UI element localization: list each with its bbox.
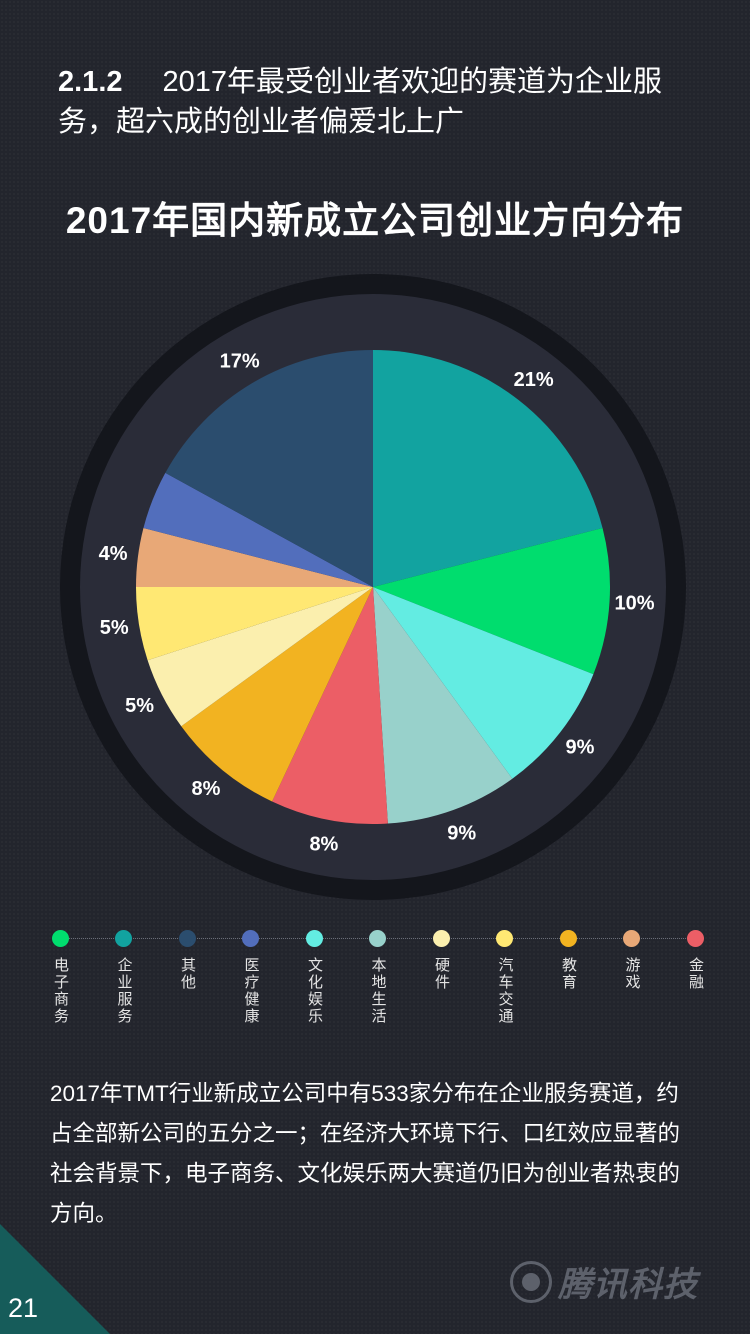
legend-dot: [369, 930, 386, 947]
pie-slice-label: 8%: [192, 778, 221, 800]
legend-item: 文化娱乐: [294, 926, 334, 1025]
legend-label: 本地生活: [369, 957, 387, 1025]
body-paragraph: 2017年TMT行业新成立公司中有533家分布在企业服务赛道，约占全部新公司的五…: [50, 1081, 681, 1226]
legend-dot: [496, 930, 513, 947]
pie-slice: [373, 350, 603, 587]
pie-slice: [143, 472, 373, 587]
pie-slice: [272, 587, 388, 824]
section-number: 2.1.2: [58, 66, 123, 98]
legend-dot: [115, 930, 132, 947]
brand-watermark: 腾讯科技: [510, 1257, 698, 1306]
pie-slice-label: 17%: [220, 351, 260, 373]
legend-label: 其他: [179, 957, 196, 991]
pie-slice: [136, 587, 373, 661]
brand-name: 腾讯科技: [558, 1266, 698, 1304]
legend-dot: [686, 930, 704, 947]
pie-slice: [165, 350, 373, 587]
page-corner-triangle: [0, 1224, 110, 1334]
pie-slice: [181, 587, 373, 802]
pie-slice-label: 5%: [100, 617, 129, 639]
legend-item: 游戏: [612, 926, 652, 991]
legend-dot: [242, 930, 259, 947]
pie-labels: 21% 10% 9% 9% 8% 8% 5% 5% 4% 17%: [99, 351, 655, 856]
legend-item: 企业服务: [104, 926, 144, 1025]
pie-slice: [373, 528, 610, 675]
legend-label: 电子商务: [52, 957, 69, 1025]
legend-dot: [559, 930, 577, 947]
pie-slice-label: 9%: [566, 737, 595, 759]
legend-item: 其他: [167, 926, 207, 991]
section-headline: 2017年最受创业者欢迎的赛道为企业服务，超六成的创业者偏爱北上广: [58, 66, 663, 138]
legend-item: 汽车交通: [485, 926, 525, 1025]
legend-item: 电子商务: [40, 926, 80, 1025]
pie-slice-label: 8%: [309, 833, 338, 855]
page-number: 21: [8, 1293, 39, 1323]
legend-label: 文化娱乐: [306, 957, 323, 1025]
legend-label: 教育: [560, 957, 577, 991]
pie-slice: [147, 587, 373, 727]
legend-item: 医疗健康: [231, 926, 271, 1025]
legend-label: 金融: [687, 957, 704, 991]
pie-slice-label: 4%: [99, 543, 128, 565]
pie-slice-label: 21%: [514, 369, 554, 391]
pie-slice: [373, 587, 594, 779]
legend-item: 金融: [675, 926, 715, 991]
legend-dot: [51, 930, 69, 947]
legend-item: 硬件: [421, 926, 461, 991]
legend-label: 医疗健康: [242, 957, 260, 1025]
pie-slice-label: 9%: [447, 823, 476, 845]
legend-label: 硬件: [433, 957, 450, 991]
legend-label: 企业服务: [115, 957, 133, 1025]
legend-dot: [178, 930, 196, 947]
legend-dot: [432, 930, 450, 947]
legend-label: 汽车交通: [496, 957, 514, 1025]
pie-slices: [136, 350, 610, 824]
legend: 电子商务 企业服务 其他 医疗健康 文化娱乐 本地生活 硬件 汽车交通 教育 游戏 金融: [40, 926, 720, 1046]
legend-dot: [623, 930, 640, 947]
pie-slice: [373, 587, 513, 824]
chart-title: 2017年国内新成立公司创业方向分布: [65, 200, 685, 241]
legend-item: 教育: [548, 926, 588, 991]
section-header: 2.1.2 2017年最受创业者欢迎的赛道为企业服务，超六成的创业者偏爱北上广: [58, 62, 708, 142]
pie-chart: 21% 10% 9% 9% 8% 8% 5% 5% 4% 17%: [60, 274, 686, 900]
legend-label: 游戏: [623, 957, 641, 991]
pie-slice: [136, 528, 373, 587]
legend-dot: [305, 930, 323, 947]
pie-slice-label: 5%: [125, 695, 154, 717]
legend-item: 本地生活: [358, 926, 398, 1025]
pie-slice-label: 10%: [614, 593, 654, 615]
tencent-tech-logo-icon: [510, 1260, 552, 1303]
